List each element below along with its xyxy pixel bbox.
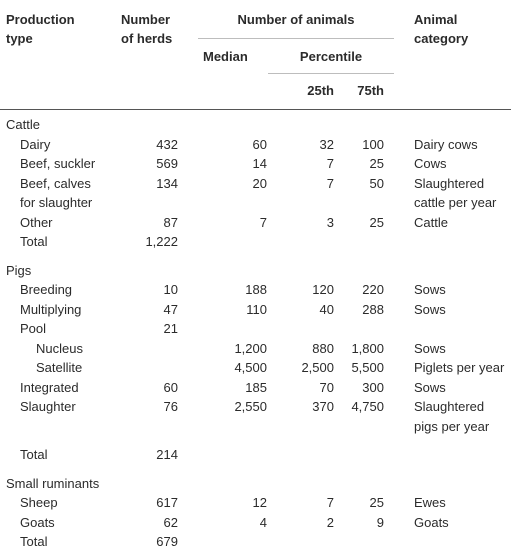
row-animal-category: Piglets per year <box>414 360 505 375</box>
row-p25-value: 880 <box>312 340 334 356</box>
row-p75-value: 5,500 <box>351 360 384 375</box>
row-production-type: Other <box>20 214 53 230</box>
row-p25-value: 7 <box>326 175 334 191</box>
row-herds-value: 47 <box>163 301 178 317</box>
row-p25-value: 32 <box>319 136 334 152</box>
section-header: Cattle <box>6 117 40 132</box>
row-p75-value: 50 <box>369 175 384 191</box>
row-p25-value: 370 <box>312 399 334 414</box>
col-header-number-of-animals: Number of animals <box>237 12 355 27</box>
row-p75-value: 1,800 <box>351 340 384 356</box>
row-production-type: Multiplying <box>20 301 82 317</box>
section-header: Small ruminants <box>6 475 100 491</box>
row-animal-category: Ewes <box>414 495 446 510</box>
row-p75-value: 220 <box>362 282 384 297</box>
row-p75-value: 300 <box>362 379 384 395</box>
row-production-type: Total <box>20 534 48 549</box>
row-animal-category: Goats <box>414 514 449 530</box>
row-animal-category: Slaughtered <box>414 175 485 191</box>
row-p25-value: 70 <box>319 379 334 395</box>
col-header-percentile: Percentile <box>299 49 363 64</box>
row-production-type: Dairy <box>20 136 51 152</box>
row-median-value: 14 <box>252 156 267 171</box>
row-p75-value: 25 <box>369 495 384 510</box>
row-animal-category: Cattle <box>414 214 448 230</box>
row-herds-value: 62 <box>163 514 178 530</box>
row-production-type: Total <box>20 447 48 462</box>
row-herds-value: 134 <box>156 175 178 191</box>
row-p75-value: 25 <box>369 156 384 171</box>
section-header: Pigs <box>6 262 32 278</box>
row-production-type: Integrated <box>20 379 79 395</box>
row-p75-value: 25 <box>369 214 384 230</box>
row-p75-value: 288 <box>362 301 384 317</box>
row-p75-value: 100 <box>362 136 384 152</box>
row-median-value: 20 <box>252 175 267 191</box>
row-production-type: Beef, suckler <box>20 156 96 171</box>
row-animal-category: Sows <box>414 282 446 297</box>
row-production-type: Slaughter <box>20 399 76 414</box>
row-animal-category: pigs per year <box>414 418 490 434</box>
row-production-type: Breeding <box>20 282 73 297</box>
col-header-animal-category-line2: category <box>414 31 469 46</box>
row-herds-value: 10 <box>163 282 178 297</box>
row-herds-value: 87 <box>163 214 178 230</box>
row-p25-value: 2,500 <box>301 360 334 375</box>
row-production-type: Pool <box>20 321 47 336</box>
row-animal-category: Sows <box>414 301 446 317</box>
row-herds-value: 432 <box>156 136 178 152</box>
row-herds-value: 76 <box>163 399 178 414</box>
row-p25-value: 7 <box>326 156 334 171</box>
row-median-value: 2,550 <box>234 399 267 414</box>
row-p75-value: 4,750 <box>351 399 384 414</box>
row-production-type: Beef, calves <box>20 175 91 191</box>
col-header-25th: 25th <box>307 83 334 98</box>
row-herds-value: 569 <box>156 156 178 171</box>
row-p75-value: 9 <box>376 514 384 530</box>
row-herds-value: 1,222 <box>145 234 178 249</box>
row-p25-value: 3 <box>326 214 334 230</box>
row-median-value: 188 <box>245 282 267 297</box>
row-median-value: 7 <box>259 214 267 230</box>
col-header-production-type-line1: Production <box>6 12 75 27</box>
row-p25-value: 40 <box>319 301 334 317</box>
row-herds-value: 679 <box>156 534 178 549</box>
header-subrule-animals <box>198 38 394 39</box>
header-bottom-rule <box>0 109 511 110</box>
row-median-value: 1,200 <box>234 340 267 356</box>
row-animal-category: cattle per year <box>414 195 497 210</box>
col-header-production-type-line2: type <box>6 31 33 46</box>
col-header-median: Median <box>203 49 248 64</box>
row-animal-category: Cows <box>414 156 447 171</box>
row-production-type: for slaughter <box>20 195 93 210</box>
row-median-value: 185 <box>245 379 267 395</box>
col-header-herds-line2: of herds <box>121 31 173 46</box>
col-header-herds-line1: Number <box>121 12 171 27</box>
row-herds-value: 60 <box>163 379 178 395</box>
col-header-animal-category-line1: Animal <box>414 12 458 27</box>
row-median-value: 110 <box>246 301 267 317</box>
row-median-value: 60 <box>252 136 267 152</box>
row-production-type: Satellite <box>36 360 83 375</box>
col-header-75th: 75th <box>357 83 384 98</box>
row-p25-value: 120 <box>312 282 334 297</box>
row-animal-category: Slaughtered <box>414 399 485 414</box>
row-median-value: 4,500 <box>234 360 267 375</box>
row-median-value: 4 <box>259 514 267 530</box>
row-production-type: Nucleus <box>36 340 83 356</box>
row-p25-value: 2 <box>326 514 334 530</box>
row-herds-value: 617 <box>156 495 178 510</box>
row-production-type: Goats <box>20 514 55 530</box>
row-p25-value: 7 <box>326 495 334 510</box>
row-animal-category: Dairy cows <box>414 136 478 152</box>
row-production-type: Sheep <box>20 495 58 510</box>
row-animal-category: Sows <box>414 340 446 356</box>
row-herds-value: 21 <box>163 321 178 336</box>
row-herds-value: 214 <box>156 447 178 462</box>
row-median-value: 12 <box>252 495 267 510</box>
header-subrule-percentile <box>268 73 394 74</box>
row-animal-category: Sows <box>414 379 446 395</box>
row-production-type: Total <box>20 234 48 249</box>
